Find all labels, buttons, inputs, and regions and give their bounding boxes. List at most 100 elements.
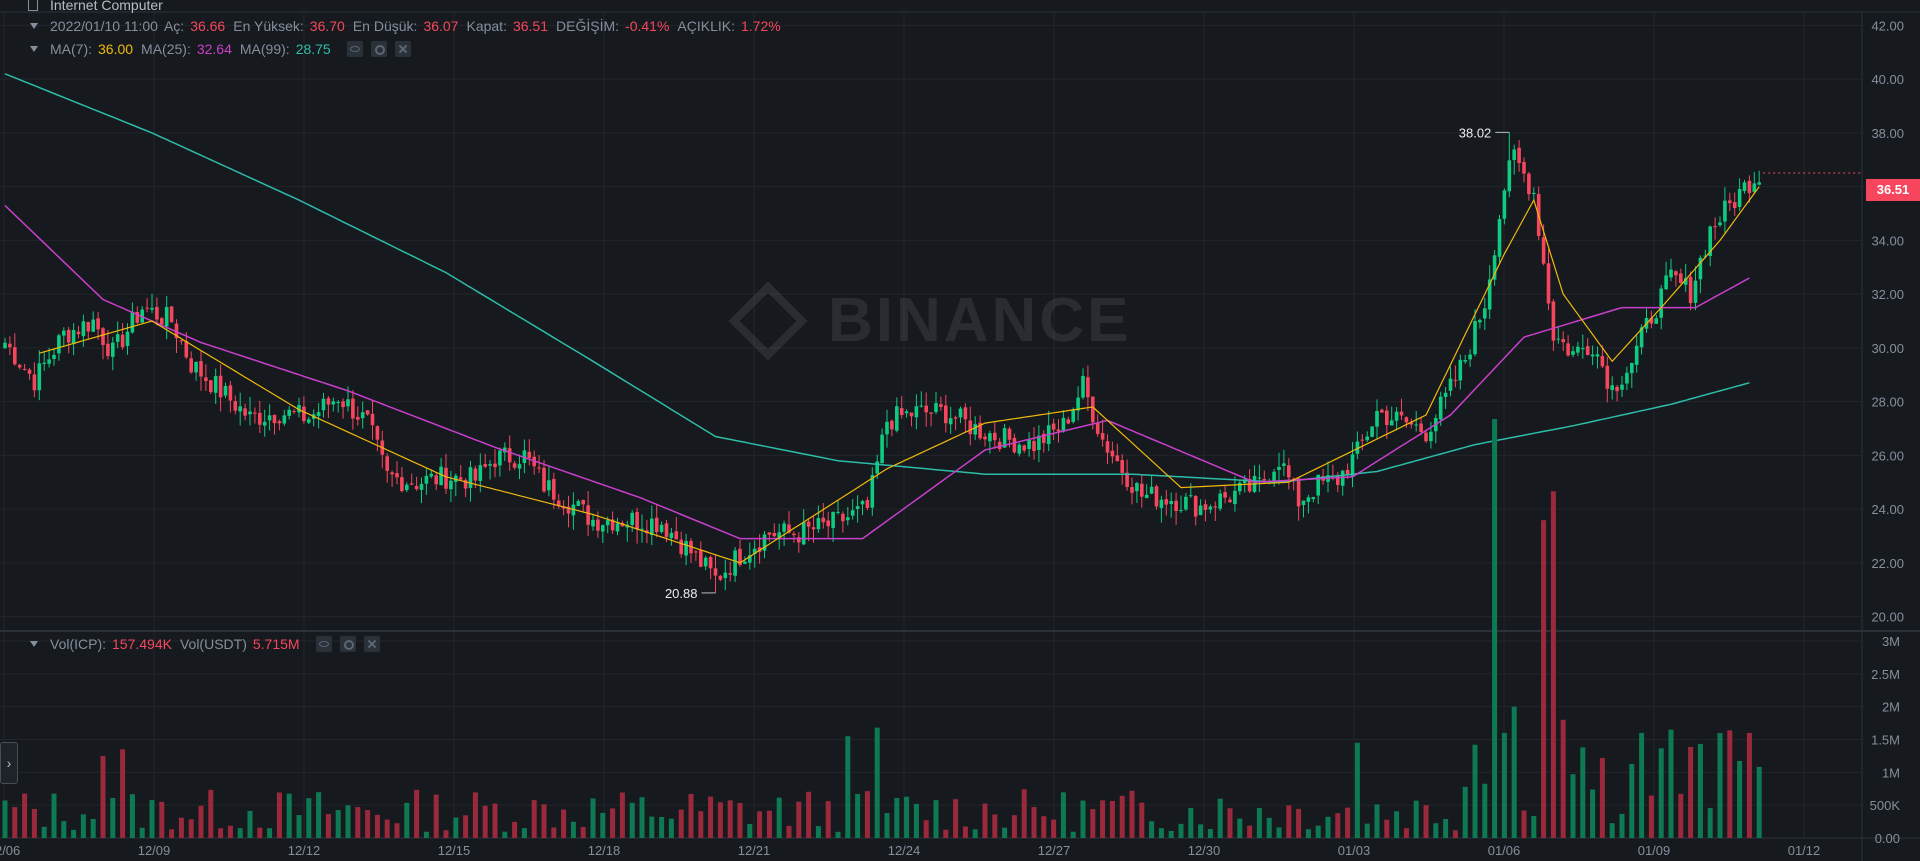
candle-body (581, 499, 585, 505)
amplitude-label: AÇIKLIK: (677, 18, 735, 34)
gear-icon[interactable] (339, 636, 356, 652)
volume-bar (1060, 792, 1066, 838)
gear-icon[interactable] (370, 41, 387, 57)
eye-icon[interactable] (315, 636, 332, 652)
volume-bar (1080, 800, 1086, 838)
candle-body (370, 413, 375, 426)
candle-body (777, 532, 781, 539)
candle-body (948, 418, 953, 425)
candle-body (1718, 222, 1722, 226)
candle-body (1022, 445, 1026, 451)
candle-body (1169, 500, 1173, 504)
candle-body (610, 519, 615, 531)
volume-bar (2, 800, 8, 838)
volume-bar (521, 828, 527, 838)
candle-body (899, 408, 904, 416)
candle-body (498, 450, 502, 466)
candle-body (993, 432, 997, 441)
volume-bar (1139, 802, 1145, 838)
candle-body (267, 415, 272, 421)
candle-body (968, 420, 973, 435)
candle-body (865, 500, 870, 508)
volume-bar (433, 794, 439, 838)
candle-body (1664, 275, 1668, 290)
ma99-line (4, 73, 1750, 483)
candle-body (1737, 188, 1742, 207)
candle-body (248, 411, 252, 415)
candle-body (958, 408, 963, 418)
collapse-arrow-icon[interactable] (30, 46, 38, 52)
candle-body (1487, 279, 1492, 310)
volume-bar (727, 800, 733, 838)
collapse-arrow-icon[interactable] (30, 23, 38, 29)
symbol-name: Internet Computer (50, 0, 163, 13)
volume-bar (482, 805, 488, 838)
candle-body (1698, 257, 1703, 280)
volume-bar (276, 792, 282, 838)
candle-body (1081, 375, 1085, 398)
candle-body (1198, 505, 1203, 515)
ma25-line (4, 204, 1750, 540)
y-tick-label: 32.00 (1871, 287, 1904, 302)
candle-body (983, 436, 987, 440)
x-tick-label: 01/12 (1788, 843, 1821, 858)
candle-body (71, 329, 76, 345)
volume-bar (698, 811, 704, 838)
candle-body (101, 328, 105, 345)
ma7-line (39, 186, 1760, 564)
volume-bar (90, 818, 96, 838)
volume-bar (1678, 793, 1684, 838)
volume-bar (1286, 805, 1292, 838)
volume-bar (1394, 811, 1400, 838)
candle-body (1110, 450, 1115, 457)
candle-body (1492, 255, 1497, 280)
volume-bar (913, 803, 919, 838)
volume-bar (855, 793, 861, 838)
x-tick-label: 12/06 (0, 843, 20, 858)
volume-bar (1364, 823, 1370, 838)
volume-bar (1648, 795, 1654, 838)
candle-body (816, 518, 821, 530)
candle-body (1149, 486, 1154, 494)
volume-bar (1403, 828, 1409, 838)
volume-bar (1599, 758, 1605, 838)
ohlc-legend: 2022/01/10 11:00 Aç: 36.66 En Yüksek: 36… (30, 18, 789, 34)
volume-bar (22, 793, 28, 838)
candle-body (1674, 271, 1678, 276)
candle-body (86, 322, 91, 332)
candle-body (909, 412, 914, 417)
candle-body (919, 405, 924, 407)
volume-bar (1511, 706, 1517, 838)
candle-body (507, 448, 512, 463)
volume-bar (1639, 732, 1645, 838)
candle-body (1679, 273, 1683, 284)
candle-body (76, 331, 81, 335)
candle-body (703, 557, 708, 567)
volume-bar (1335, 813, 1341, 838)
volume-bar (570, 821, 576, 838)
volume-bar (31, 808, 37, 838)
close-icon[interactable] (394, 41, 411, 57)
candle-body (718, 575, 723, 580)
candle-body (1051, 423, 1056, 430)
candle-body (924, 405, 928, 413)
collapse-arrow-icon[interactable] (30, 641, 38, 647)
candle-body (106, 343, 110, 357)
candle-body (1576, 346, 1580, 353)
y-tick-label: 30.00 (1871, 341, 1904, 356)
candle-body (111, 342, 115, 357)
volume-bar (443, 830, 449, 838)
candle-body (1747, 180, 1752, 194)
close-icon[interactable] (363, 636, 380, 652)
volume-bar (120, 749, 126, 838)
expand-panel-button[interactable]: › (0, 742, 18, 784)
candle-body (1585, 346, 1590, 356)
candle-body (429, 473, 434, 477)
volume-bar (1002, 827, 1008, 838)
volume-bar (492, 803, 498, 838)
eye-icon[interactable] (346, 41, 363, 57)
candle-body (145, 307, 149, 309)
candle-body (1458, 359, 1463, 381)
volume-bar (316, 792, 322, 838)
